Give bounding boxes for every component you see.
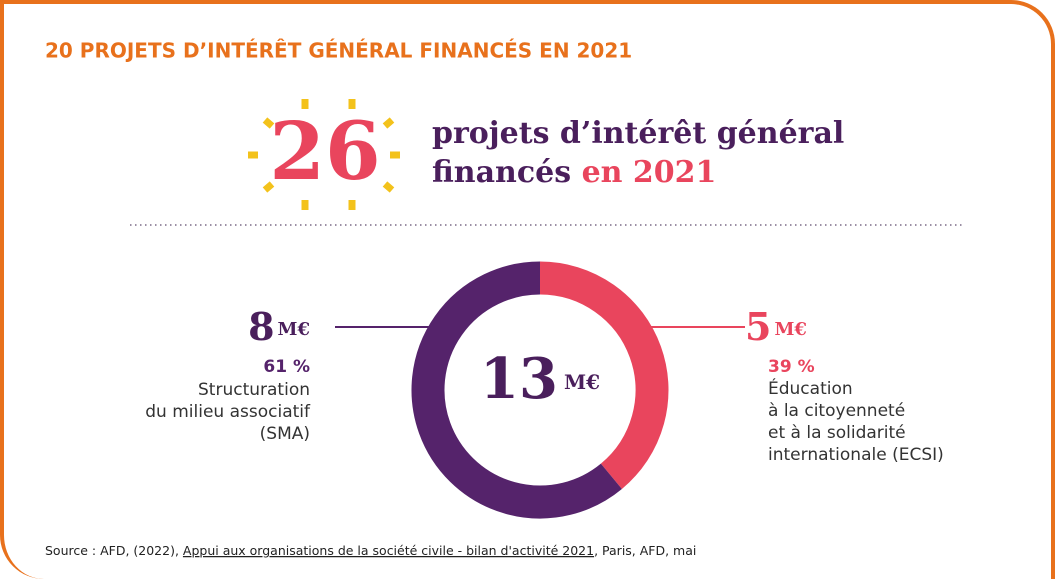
category-label: (SMA): [260, 424, 310, 444]
share-label: 61 %: [263, 357, 310, 377]
share-label: 39 %: [768, 357, 815, 377]
headline-highlight: en 2021: [582, 155, 717, 190]
category-label: Éducation: [768, 377, 853, 399]
category-label: Structuration: [198, 380, 310, 400]
amount-label: 8 M€: [248, 304, 310, 349]
center-label: 13 M€: [480, 346, 600, 412]
donut: [411, 261, 669, 519]
donut-segment: [411, 261, 622, 519]
category-label: du milieu associatif: [145, 402, 311, 422]
amount-label: 5 M€: [745, 304, 807, 349]
amount: 5: [745, 304, 771, 349]
category-label: à la citoyenneté: [768, 401, 905, 421]
source-link[interactable]: Appui aux organisations de la société ci…: [183, 543, 594, 558]
source-prefix: Source : AFD, (2022),: [45, 543, 183, 558]
source: Source : AFD, (2022), Appui aux organisa…: [45, 543, 696, 558]
unit: M€: [564, 370, 600, 394]
headline-number: 26: [269, 104, 380, 198]
category-label: et à la solidarité: [768, 423, 906, 443]
unit: M€: [774, 319, 806, 340]
sunburst: [248, 99, 400, 210]
title: 20 PROJETS D’INTÉRÊT GÉNÉRAL FINANCÉS EN…: [45, 39, 632, 63]
headline-text: financés: [432, 155, 571, 190]
source-suffix: , Paris, AFD, mai: [594, 543, 696, 558]
donut-segment: [539, 261, 669, 489]
amount: 8: [248, 304, 274, 349]
headline-line: financés en 2021: [432, 155, 716, 190]
unit: M€: [278, 319, 310, 340]
category-label: internationale (ECSI): [768, 445, 944, 465]
total: 13: [480, 346, 558, 412]
headline-line: projets d’intérêt général: [432, 116, 844, 151]
